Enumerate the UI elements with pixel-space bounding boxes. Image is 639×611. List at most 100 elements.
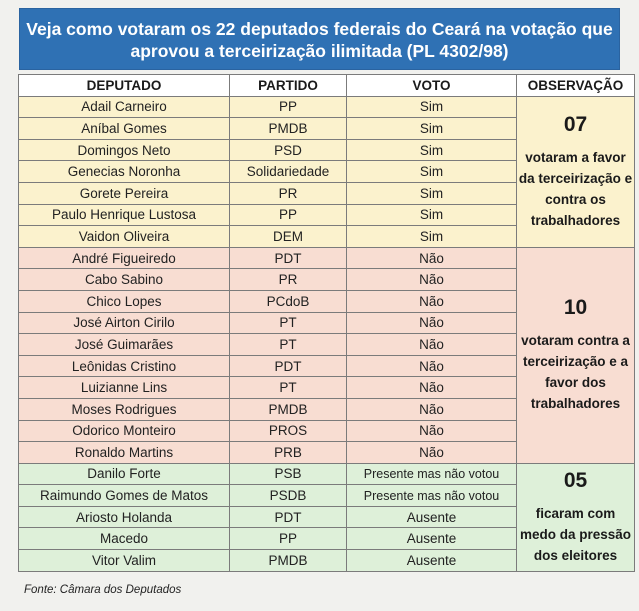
observacao-cell: 07 votaram a favor da terceirização e con… bbox=[516, 95, 635, 248]
voto-cell: Ausente bbox=[346, 549, 517, 572]
partido-cell: PP bbox=[229, 203, 347, 227]
partido-cell: PP bbox=[229, 527, 347, 551]
voto-cell: Presente mas não votou bbox=[346, 484, 517, 507]
observacao-text: ficaram com medo da pressão dos eleitore… bbox=[519, 505, 632, 563]
voto-cell: Não bbox=[346, 289, 517, 313]
partido-cell: PCdoB bbox=[229, 289, 347, 313]
observacao-cell: 10 votaram contra a terceirização e a fav… bbox=[516, 246, 635, 464]
deputado-cell: Paulo Henrique Lustosa bbox=[18, 203, 230, 227]
deputado-cell: Ariosto Holanda bbox=[18, 505, 230, 529]
table-row: Ronaldo Martins PRB Não bbox=[18, 441, 635, 464]
header-observacao: OBSERVAÇÃO bbox=[516, 74, 635, 97]
partido-cell: DEM bbox=[229, 225, 347, 248]
table-row: Moses Rodrigues PMDB Não bbox=[18, 397, 635, 421]
table-row: Aníbal Gomes PMDB Sim bbox=[18, 117, 635, 140]
partido-cell: PDT bbox=[229, 246, 347, 270]
deputado-cell: Odorico Monteiro bbox=[18, 419, 230, 443]
partido-cell: PT bbox=[229, 376, 347, 399]
deputado-cell: Moses Rodrigues bbox=[18, 397, 230, 421]
table-row: Domingos Neto PSD Sim bbox=[18, 138, 635, 162]
partido-cell: PDT bbox=[229, 354, 347, 378]
voto-cell: Ausente bbox=[346, 505, 517, 529]
deputado-cell: Chico Lopes bbox=[18, 289, 230, 313]
voto-cell: Não bbox=[346, 397, 517, 421]
voto-cell: Não bbox=[346, 246, 517, 270]
deputado-cell: Gorete Pereira bbox=[18, 181, 230, 205]
voto-cell: Não bbox=[346, 311, 517, 335]
table-body: Adail Carneiro PP Sim 07 votaram a favor da … bbox=[18, 95, 635, 572]
table-row: Genecias Noronha Solidariedade Sim bbox=[18, 160, 635, 183]
deputado-cell: Danilo Forte bbox=[18, 462, 230, 486]
voto-cell: Não bbox=[346, 354, 517, 378]
table-row: André Figueiredo PDT Não 10 votaram contra a… bbox=[18, 246, 635, 464]
voto-cell: Não bbox=[346, 333, 517, 356]
partido-cell: PT bbox=[229, 311, 347, 335]
table-row: Cabo Sabino PR Não bbox=[18, 268, 635, 291]
deputado-cell: André Figueiredo bbox=[18, 246, 230, 270]
voto-cell: Presente mas não votou bbox=[346, 462, 517, 486]
deputado-cell: Vitor Valim bbox=[18, 549, 230, 572]
source-note: Fonte: Câmara dos Deputados bbox=[24, 584, 182, 596]
voto-cell: Não bbox=[346, 268, 517, 291]
deputado-cell: Aníbal Gomes bbox=[18, 117, 230, 140]
deputado-cell: Domingos Neto bbox=[18, 138, 230, 162]
deputado-cell: Genecias Noronha bbox=[18, 160, 230, 183]
partido-cell: PDT bbox=[229, 505, 347, 529]
partido-cell: PT bbox=[229, 333, 347, 356]
voto-cell: Não bbox=[346, 441, 517, 464]
voto-cell: Não bbox=[346, 419, 517, 443]
table-row: Luizianne Lins PT Não bbox=[18, 376, 635, 399]
header-voto: VOTO bbox=[346, 74, 517, 97]
voto-cell: Sim bbox=[346, 95, 517, 119]
deputado-cell: Luizianne Lins bbox=[18, 376, 230, 399]
table-row: Adail Carneiro PP Sim 07 votaram a favor da … bbox=[18, 95, 635, 248]
deputado-cell: Raimundo Gomes de Matos bbox=[18, 484, 230, 507]
deputado-cell: Cabo Sabino bbox=[18, 268, 230, 291]
voto-cell: Sim bbox=[346, 203, 517, 227]
deputado-cell: Macedo bbox=[18, 527, 230, 551]
partido-cell: PR bbox=[229, 181, 347, 205]
observacao-count: 07 bbox=[563, 112, 588, 136]
table-row: Ariosto Holanda PDT Ausente bbox=[18, 505, 635, 529]
table-row: Gorete Pereira PR Sim bbox=[18, 181, 635, 205]
partido-cell: PMDB bbox=[229, 397, 347, 421]
table-row: Vitor Valim PMDB Ausente bbox=[18, 549, 635, 572]
partido-cell: PRB bbox=[229, 441, 347, 464]
deputado-cell: Vaidon Oliveira bbox=[18, 225, 230, 248]
partido-cell: Solidariedade bbox=[229, 160, 347, 183]
observacao-count: 05 bbox=[563, 468, 588, 492]
table-row: José Guimarães PT Não bbox=[18, 333, 635, 356]
voto-cell: Não bbox=[346, 376, 517, 399]
partido-cell: PMDB bbox=[229, 549, 347, 572]
table-row: Odorico Monteiro PROS Não bbox=[18, 419, 635, 443]
voto-cell: Sim bbox=[346, 138, 517, 162]
table-row: José Airton Cirilo PT Não bbox=[18, 311, 635, 335]
partido-cell: PMDB bbox=[229, 117, 347, 140]
observacao-text: votaram contra a terceirização e a favor… bbox=[521, 333, 630, 412]
deputado-cell: José Airton Cirilo bbox=[18, 311, 230, 335]
table-header-row: DEPUTADO PARTIDO VOTO OBSERVAÇÃO bbox=[18, 74, 635, 97]
deputado-cell: Leônidas Cristino bbox=[18, 354, 230, 378]
deputado-cell: Ronaldo Martins bbox=[18, 441, 230, 464]
table-row: Paulo Henrique Lustosa PP Sim bbox=[18, 203, 635, 227]
partido-cell: PROS bbox=[229, 419, 347, 443]
partido-cell: PSB bbox=[229, 462, 347, 486]
voto-cell: Sim bbox=[346, 225, 517, 248]
page-title: Veja como votaram os 22 deputados federa… bbox=[19, 8, 620, 70]
partido-cell: PSDB bbox=[229, 484, 347, 507]
voto-cell: Sim bbox=[346, 117, 517, 140]
partido-cell: PP bbox=[229, 95, 347, 119]
table-row: Vaidon Oliveira DEM Sim bbox=[18, 225, 635, 248]
observacao-cell: 05 ficaram com medo da pressão dos eleito… bbox=[516, 462, 635, 572]
table-row: Macedo PP Ausente bbox=[18, 527, 635, 551]
table-row: Chico Lopes PCdoB Não bbox=[18, 289, 635, 313]
partido-cell: PR bbox=[229, 268, 347, 291]
table-row: Danilo Forte PSB Presente mas não votou 05 f… bbox=[18, 462, 635, 572]
observacao-text: votaram a favor da terceirização e contr… bbox=[518, 149, 633, 228]
deputado-cell: José Guimarães bbox=[18, 333, 230, 356]
observacao-count: 10 bbox=[563, 296, 588, 320]
partido-cell: PSD bbox=[229, 138, 347, 162]
voto-cell: Sim bbox=[346, 181, 517, 205]
voto-cell: Ausente bbox=[346, 527, 517, 551]
votes-table: DEPUTADO PARTIDO VOTO OBSERVAÇÃO Adail C… bbox=[18, 74, 635, 572]
